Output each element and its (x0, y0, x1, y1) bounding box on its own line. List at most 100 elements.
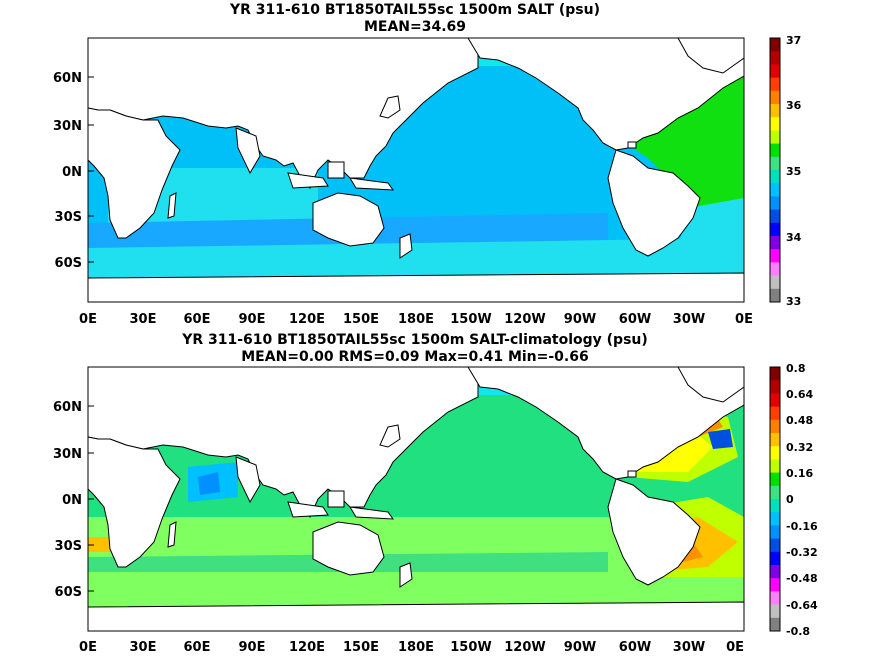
lon-label: 180E (398, 312, 434, 327)
colorbar-swatch (770, 433, 780, 447)
lon-label: 120W (504, 640, 545, 655)
lon-label: 60W (619, 312, 651, 327)
colorbar-swatch (770, 222, 780, 237)
lat-label: 60S (55, 256, 82, 271)
colorbar-swatch (770, 90, 780, 105)
colorbar-label: 36 (786, 99, 802, 112)
colorbar-swatch (770, 183, 780, 197)
lon-label: 120E (289, 640, 325, 655)
colorbar-swatch (770, 38, 780, 52)
colorbar-swatch (770, 196, 780, 211)
colorbar-label: -0.32 (786, 546, 818, 559)
lon-label: 150E (343, 312, 379, 327)
lon-label: 90E (239, 640, 266, 655)
colorbar-swatch (770, 77, 780, 92)
colorbar-swatch (770, 565, 780, 579)
lat-label: 0N (62, 165, 82, 180)
colorbar-label: 0.48 (786, 414, 813, 427)
colorbar-swatch (770, 380, 780, 394)
colorbar-swatch (770, 525, 780, 540)
panel1-lat-labels: 60N 30N 0N 30S 60S (53, 71, 82, 271)
colorbar-swatch (770, 538, 780, 553)
lat-label: 30N (53, 119, 82, 134)
panel1-lon-labels: 0E 30E 60E 90E 120E 150E 180E 150W 120W … (79, 312, 753, 327)
lon-label: 0E (735, 312, 753, 327)
colorbar-swatch (770, 499, 780, 513)
colorbar-swatch (770, 446, 780, 460)
colorbar-swatch (770, 406, 780, 421)
panel2-title: YR 311-610 BT1850TAIL55sc 1500m SALT-cli… (182, 332, 648, 348)
lon-label: 180E (398, 640, 434, 655)
lon-label: 30W (673, 640, 705, 655)
colorbar-label: -0.48 (786, 572, 818, 585)
lon-label: 120W (504, 312, 545, 327)
panel1-axis-ticks (88, 76, 94, 263)
panel1-title: YR 311-610 BT1850TAIL55sc 1500m SALT (ps… (229, 2, 600, 18)
lat-label: 30S (55, 210, 82, 225)
lon-label: 0E (726, 640, 744, 655)
colorbar-swatch (770, 64, 780, 79)
colorbar-label: 0 (786, 493, 794, 506)
lon-label: 150W (450, 640, 491, 655)
colorbar-swatch (770, 288, 780, 303)
lat-label: 60N (53, 400, 82, 415)
colorbar-swatch (770, 419, 780, 434)
lon-label: 90W (564, 640, 596, 655)
colorbar-swatch (770, 104, 780, 118)
colorbar-swatch (770, 485, 780, 500)
colorbar-swatch (770, 551, 780, 566)
lon-label: 30E (130, 640, 157, 655)
colorbar-swatch (770, 275, 780, 290)
colorbar-label: 34 (786, 231, 802, 244)
colorbar-label: 35 (786, 165, 801, 178)
colorbar-label: 0.64 (786, 388, 813, 401)
colorbar-swatch (770, 604, 780, 619)
panel2-lat-labels: 60N 30N 0N 30S 60S (53, 400, 82, 600)
colorbar-swatch (770, 512, 780, 526)
colorbar-swatch (770, 209, 780, 224)
colorbar-swatch (770, 170, 780, 184)
colorbar-swatch (770, 262, 780, 277)
colorbar-label: 0.16 (786, 467, 813, 480)
colorbar-swatch (770, 591, 780, 606)
lon-label: 60W (619, 640, 651, 655)
panel2-colorbar-labels: 0.8 0.64 0.48 0.32 0.16 0 -0.16 -0.32 -0… (786, 362, 818, 638)
panel2-axis-ticks (88, 405, 94, 592)
colorbar-label: -0.8 (786, 625, 810, 638)
panel2-subtitle: MEAN=0.00 RMS=0.09 Max=0.41 Min=-0.66 (241, 349, 589, 365)
lon-label: 90E (239, 312, 266, 327)
lon-label: 0E (79, 312, 97, 327)
colorbar-label: -0.64 (786, 599, 818, 612)
colorbar-swatch (770, 393, 780, 408)
panel1-subtitle: MEAN=34.69 (363, 19, 467, 35)
lon-label: 150E (343, 640, 379, 655)
colorbar-label: 0.32 (786, 441, 813, 454)
lat-label: 0N (62, 493, 82, 508)
panel2-map (88, 367, 744, 631)
lon-label: 120E (289, 312, 325, 327)
colorbar-swatch (770, 117, 780, 131)
lon-label: 30E (130, 312, 157, 327)
colorbar-swatch (770, 249, 780, 263)
panel2-lon-labels: 0E 30E 60E 90E 120E 150E 180E 150W 120W … (79, 640, 744, 655)
colorbar-label: 37 (786, 34, 801, 47)
colorbar-swatch (770, 472, 780, 487)
colorbar-label: 33 (786, 295, 801, 308)
colorbar-swatch (770, 51, 780, 65)
lon-label: 60E (184, 640, 211, 655)
colorbar-swatch (770, 459, 780, 474)
colorbar-swatch (770, 578, 780, 592)
panel1-colorbar (770, 38, 780, 303)
lon-label: 150W (450, 312, 491, 327)
lat-label: 60S (55, 585, 82, 600)
colorbar-swatch (770, 143, 780, 158)
colorbar-label: -0.16 (786, 520, 818, 533)
panel2-colorbar (770, 367, 780, 632)
lat-label: 30N (53, 447, 82, 462)
lon-label: 60E (184, 312, 211, 327)
lat-label: 60N (53, 71, 82, 86)
colorbar-swatch (770, 617, 780, 632)
colorbar-swatch (770, 367, 780, 381)
panel1-map (88, 38, 744, 302)
